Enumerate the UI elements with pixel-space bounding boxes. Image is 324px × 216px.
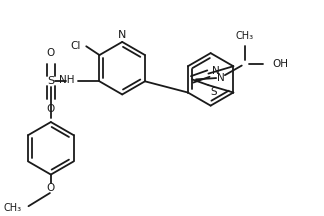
Text: S: S [210, 87, 216, 97]
Text: N: N [212, 66, 220, 76]
Text: N: N [118, 30, 126, 40]
Text: OH: OH [272, 59, 288, 69]
Text: S: S [47, 76, 54, 86]
Text: CH₃: CH₃ [4, 203, 22, 213]
Text: Cl: Cl [70, 41, 80, 51]
Text: O: O [47, 48, 55, 58]
Text: NH: NH [59, 75, 74, 85]
Text: O: O [47, 105, 55, 114]
Text: O: O [47, 183, 55, 193]
Text: N: N [217, 73, 225, 83]
Text: CH₃: CH₃ [236, 31, 254, 41]
